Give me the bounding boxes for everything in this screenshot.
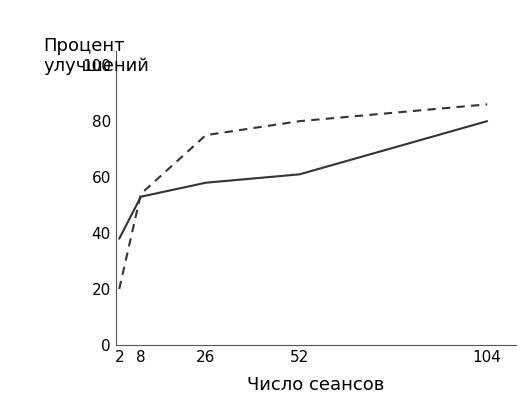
- X-axis label: Число сеансов: Число сеансов: [247, 376, 384, 394]
- Text: Процент
улучшений: Процент улучшений: [44, 36, 149, 75]
